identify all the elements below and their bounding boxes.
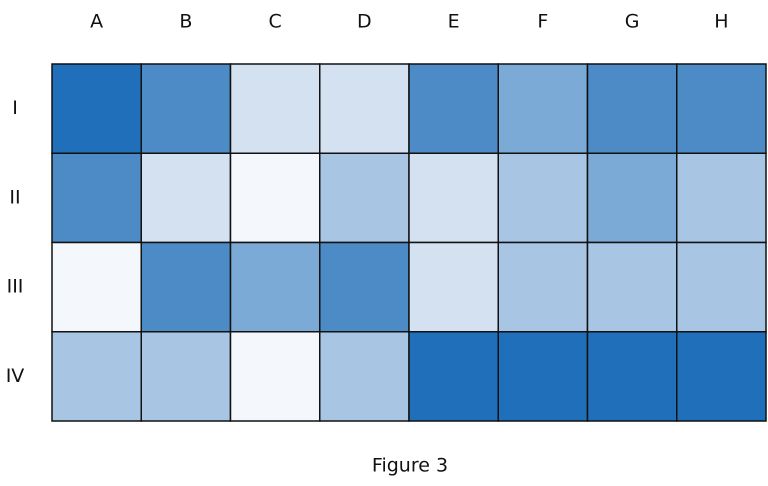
heatmap-cell [140, 331, 232, 422]
heatmap-cell [408, 63, 499, 154]
heatmap-cell [229, 241, 321, 333]
x-tick-label: C [268, 11, 281, 33]
heatmap-cell [676, 331, 767, 422]
heatmap-cell [408, 331, 499, 422]
heatmap-cell [140, 152, 232, 244]
heatmap-cell [408, 241, 499, 333]
x-tick-label: H [714, 11, 728, 33]
heatmap-cell [586, 241, 678, 333]
y-tick-label: I [12, 97, 18, 119]
heatmap-cell [408, 152, 499, 244]
heatmap-cell [497, 152, 589, 244]
heatmap-cell [140, 63, 232, 154]
x-tick-label: D [357, 11, 372, 33]
x-tick-label: B [179, 11, 192, 33]
x-tick-label: G [625, 11, 640, 33]
heatmap-cell [586, 63, 678, 154]
heatmap-cell [497, 241, 589, 333]
caption: Figure 3 [372, 455, 448, 477]
y-tick-label: III [7, 276, 24, 298]
x-tick-label: A [90, 11, 103, 33]
y-tick-label: II [9, 186, 20, 208]
heatmap-cell [319, 241, 410, 333]
heatmap-cell [497, 331, 589, 422]
heatmap-cell [140, 241, 232, 333]
heatmap-cell [51, 63, 142, 154]
heatmap-cell [319, 152, 410, 244]
heatmap-cell [229, 63, 321, 154]
heatmap-cell [319, 63, 410, 154]
heatmap-cell [676, 241, 767, 333]
y-tick-label: IV [6, 365, 25, 387]
heatmap-cell [497, 63, 589, 154]
heatmap-cell [676, 152, 767, 244]
heatmap-cell [586, 152, 678, 244]
heatmap-cell [319, 331, 410, 422]
heatmap-cell [676, 63, 767, 154]
heatmap-cell [586, 331, 678, 422]
heatmap-cell [51, 331, 142, 422]
heatmap-cell [51, 152, 142, 244]
heatmap-cell [229, 331, 321, 422]
heatmap-cell [51, 241, 142, 333]
heatmap-cell [229, 152, 321, 244]
x-tick-label: E [448, 11, 460, 33]
x-tick-label: F [537, 11, 548, 33]
